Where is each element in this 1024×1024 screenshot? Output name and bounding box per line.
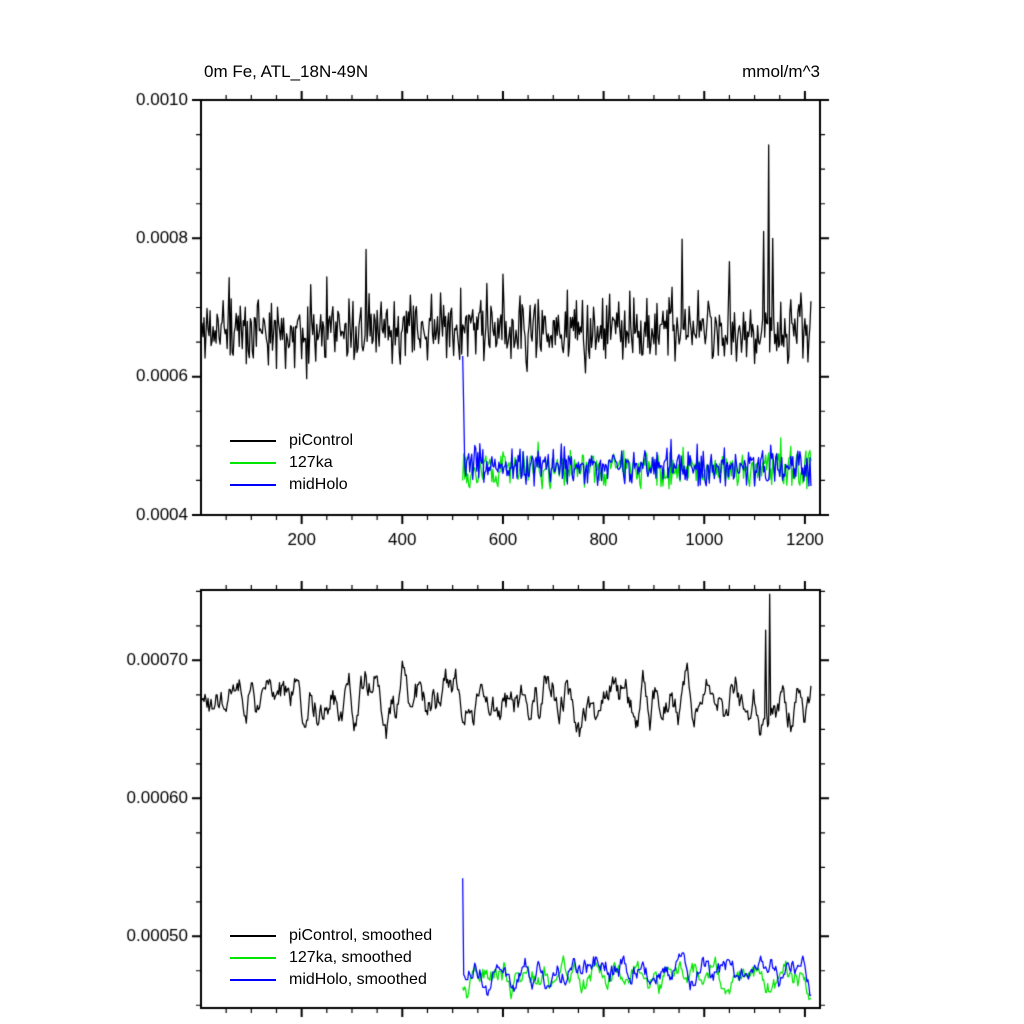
legend-color-line [230, 979, 276, 981]
legend-label: piControl, smoothed [289, 927, 433, 944]
legend-label: 127ka [289, 454, 333, 471]
legend-item: 127ka [230, 453, 353, 473]
legend-color-line [230, 935, 276, 937]
chart-title: 0m Fe, ATL_18N-49N [204, 62, 369, 81]
legend-label: midHolo [289, 476, 348, 493]
legend-color-line [230, 484, 276, 486]
legend-color-line [230, 462, 276, 464]
legend-item: piControl, smoothed [230, 926, 432, 946]
legend-bottom-chart: piControl, smoothed 127ka, smoothed midHol… [230, 926, 432, 990]
legend-item: midHolo [230, 475, 353, 495]
legend-label: midHolo, smoothed [289, 971, 427, 988]
legend-item: piControl [230, 431, 353, 451]
units-label: mmol/m^3 [742, 62, 820, 81]
legend-color-line [230, 957, 276, 959]
legend-item: midHolo, smoothed [230, 970, 432, 990]
legend-color-line [230, 440, 276, 442]
legend-item: 127ka, smoothed [230, 948, 432, 968]
legend-top-chart: piControl 127ka midHolo [230, 431, 353, 495]
legend-label: piControl [289, 432, 354, 449]
legend-label: 127ka, smoothed [289, 949, 412, 966]
